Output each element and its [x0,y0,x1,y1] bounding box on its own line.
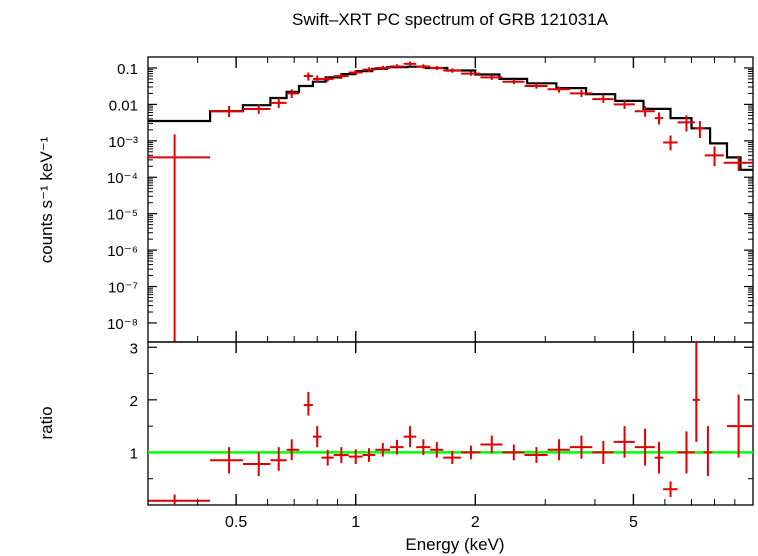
ratio-data-point [286,439,300,461]
x-tick-label: 5 [629,514,638,531]
spectrum-data-point [569,89,593,97]
ratio-data [148,342,753,505]
spectrum-y-tick-label: 10⁻⁴ [107,170,138,187]
spectrum-data-point [704,146,724,167]
spectrum-panel: 0.1 0.01 10⁻³ 10⁻⁴ 10⁻⁵ 10⁻⁶ 10⁻⁷ 10⁻⁸ counts s… [37,56,754,343]
spectrum-data-point [613,100,635,109]
spectrum-y-tick-label: 0.01 [109,97,138,114]
ratio-data-point [524,447,548,463]
ratio-data-point [592,440,614,464]
spectrum-y-tick-label: 10⁻⁸ [107,316,138,333]
spectrum-data-point [592,95,614,103]
spectrum-data-point [430,65,444,70]
spectrum-data-point [634,106,655,117]
ratio-y-tick-label: 3 [130,340,138,357]
ratio-data-point [348,449,363,464]
spectrum-y-tick-label: 10⁻⁶ [107,243,138,260]
spectrum-data [148,61,753,342]
ratio-data-point [460,445,481,460]
spectrum-data-point [547,86,570,93]
ratio-data-point [703,426,713,477]
spectrum-data-point [270,97,287,108]
spectrum-data-point [362,67,376,72]
ratio-data-point [443,450,461,464]
ratio-data-point [312,426,322,448]
ratio-y-tick-label: 2 [130,393,138,410]
ratio-data-point [390,439,404,455]
ratio-data-point [692,342,700,442]
spectrum-y-tick-label: 0.1 [117,61,138,78]
spectrum-data-point [416,64,431,69]
ratio-data-point [634,428,655,466]
ratio-data-point [677,431,695,474]
ratio-data-point [303,391,313,416]
spectrum-data-point [460,71,481,76]
spectrum-data-point [663,135,678,151]
ratio-data-point [726,394,753,458]
spectrum-data-point [480,75,503,80]
ratio-data-point [416,439,431,456]
ratio-data-point [333,447,349,463]
ratio-data-point [547,439,570,461]
x-tick-label: 1 [351,514,360,531]
spectrum-y-ticks: 0.1 0.01 10⁻³ 10⁻⁴ 10⁻⁵ 10⁻⁶ 10⁻⁷ 10⁻⁸ [107,56,753,333]
spectrum-data-point [403,61,417,67]
ratio-y-tick-label: 1 [130,445,138,462]
ratio-data-point [663,481,678,498]
ratio-data-point [403,426,417,448]
ratio-data-point [375,442,391,457]
spectrum-data-point [242,104,271,114]
ratio-data-point [430,441,444,458]
spectrum-y-tick-label: 10⁻³ [108,134,138,151]
spectrum-data-point [303,72,313,81]
ratio-y-axis-label: ratio [37,406,56,439]
ratio-data-point [480,435,503,454]
spectrum-data-point [348,69,363,75]
spectrum-data-point [677,115,695,132]
ratio-data-point [270,447,287,471]
ratio-data-point [569,435,593,459]
spectrum-data-point [524,83,548,89]
x-tick-label: 0.5 [225,514,247,531]
ratio-data-point [321,449,334,466]
spectrum-data-point [390,64,404,69]
ratio-data-point [362,448,376,462]
spectrum-data-point [654,112,664,125]
ratio-data-point [242,452,271,477]
x-tick-label: 2 [471,514,480,531]
ratio-data-point [502,444,525,461]
spectrum-frame [147,56,754,343]
spectrum-data-point [148,134,211,342]
ratio-panel: 1 2 3 0.5 1 2 5 ratio Energy (keV) [37,57,754,554]
spectrum-data-point [321,76,334,82]
spectrum-data-point [502,79,525,85]
ratio-frame [147,341,754,506]
ratio-data-point [654,441,664,474]
spectrum-data-point [312,75,322,83]
spectrum-data-point [286,89,300,98]
spectrum-data-point [723,156,753,171]
spectrum-data-point [694,121,705,138]
chart-title: Swift–XRT PC spectrum of GRB 121031A [292,10,609,29]
x-axis-ticks: 0.5 1 2 5 [147,57,736,531]
ratio-data-point [210,447,243,474]
spectrum-y-axis-label: counts s⁻¹ keV⁻¹ [37,136,56,263]
spectrum-data-point [333,73,349,79]
spectrum-data-point [375,65,391,70]
spectrum-y-tick-label: 10⁻⁵ [107,207,138,224]
ratio-data-point [613,426,635,458]
spectrum-y-tick-label: 10⁻⁷ [108,280,138,297]
spectrum-data-point [443,68,461,73]
ratio-data-point [148,494,211,505]
x-axis-label: Energy (keV) [405,535,504,554]
spectrum-data-point [210,106,243,118]
